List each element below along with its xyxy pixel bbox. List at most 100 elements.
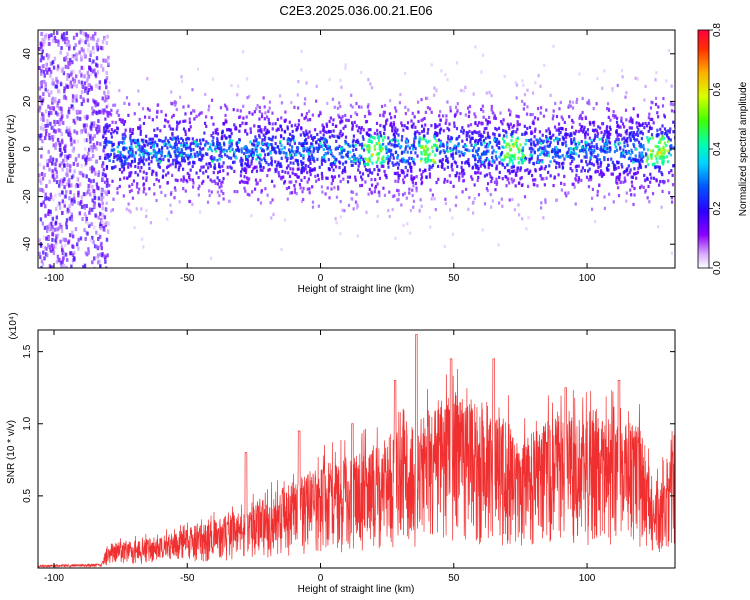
spectrogram-cell — [657, 105, 660, 109]
spectrogram-cell — [110, 140, 113, 145]
snr-x-tick-label: -100 — [44, 573, 64, 584]
spectrogram-cell — [607, 163, 610, 167]
spectrogram-cell — [462, 168, 465, 172]
spectrogram-cell — [51, 174, 54, 179]
spectrogram-cell — [259, 157, 262, 161]
spectrogram-cell — [592, 106, 595, 111]
spectrogram-cell — [361, 145, 364, 149]
spectrogram-cell — [606, 106, 609, 111]
spectrogram-cell — [185, 154, 188, 158]
spectrogram-cell — [487, 149, 490, 153]
spectrogram-cell — [649, 180, 652, 184]
spectrogram-cell — [219, 151, 222, 155]
spectrogram-cell — [316, 149, 319, 154]
spectrogram-cell — [139, 132, 142, 136]
spectrogram-cell — [43, 225, 47, 230]
spectrogram-cell — [66, 84, 69, 89]
spectrogram-cell — [390, 139, 393, 142]
spectrogram-cell — [217, 164, 221, 169]
spectrogram-cell — [320, 171, 324, 176]
spectrogram-cell — [295, 192, 298, 196]
spectrogram-cell — [360, 183, 364, 188]
spectrogram-cell — [456, 109, 459, 113]
spectrogram-cell — [392, 156, 395, 160]
spectrogram-cell — [634, 76, 637, 80]
spectrogram-cell — [308, 169, 312, 173]
spectrogram-cell — [89, 166, 92, 171]
spectrogram-cell — [428, 175, 432, 179]
spectrogram-cell — [182, 158, 185, 163]
spectrogram-cell — [297, 119, 301, 123]
spectrogram-cell — [205, 169, 208, 173]
spectrogram-cell — [297, 123, 300, 127]
spectrogram-cell — [135, 141, 138, 145]
spectrogram-cell — [668, 171, 671, 175]
spectrogram-cell — [103, 99, 106, 103]
spectrogram-cell — [64, 194, 67, 199]
spectrogram-cell — [431, 163, 435, 168]
spectrogram-cell — [580, 125, 584, 129]
spectrogram-cell — [81, 84, 84, 89]
spectrogram-cell — [532, 161, 535, 166]
spectrogram-cell — [328, 145, 332, 149]
spectrogram-cell — [406, 169, 409, 173]
spectrogram-cell — [52, 143, 55, 148]
spectrogram-cell — [395, 188, 399, 193]
spectrogram-cell — [106, 34, 109, 39]
spectrogram-cell — [640, 145, 643, 149]
spectrogram-cell — [94, 103, 97, 108]
spectrogram-cell — [310, 136, 314, 140]
spectrogram-cell — [62, 158, 65, 163]
spectrogram-cell — [354, 200, 358, 204]
spectrogram-cell — [544, 148, 547, 152]
spectrogram-cell — [636, 138, 639, 142]
spectrogram-cell — [107, 95, 110, 100]
spectrogram-cell — [444, 201, 448, 206]
spectrogram-cell — [112, 142, 115, 147]
spectrogram-cell — [96, 141, 99, 146]
spectrogram-cell — [264, 111, 267, 115]
spectrogram-cell — [488, 162, 491, 167]
spectrogram-cell — [267, 130, 271, 134]
spectrogram-cell — [422, 127, 426, 131]
spectrogram-cell — [227, 147, 231, 150]
spectrogram-cell — [54, 39, 57, 44]
spectrogram-cell — [141, 147, 145, 151]
spectrogram-cell — [510, 154, 513, 158]
spectrogram-cell — [210, 98, 214, 102]
spectrogram-cell — [375, 121, 379, 126]
spectrogram-cell — [628, 171, 631, 175]
spectrogram-cell — [356, 204, 360, 208]
spectrogram-cell — [619, 180, 622, 184]
spectrogram-cell — [156, 142, 159, 147]
spectrogram-cell — [208, 162, 211, 166]
spectrogram-cell — [308, 130, 311, 134]
spectrogram-cell — [109, 152, 112, 157]
spectrogram-cell — [107, 129, 110, 133]
spectrogram-cell — [129, 173, 132, 177]
spectrogram-cell — [545, 134, 548, 139]
spectrogram-cell — [426, 148, 429, 152]
spectrogram-cell — [142, 152, 145, 156]
spectrogram-cell — [74, 117, 78, 122]
spectrogram-cell — [201, 138, 204, 142]
spectrogram-cell — [286, 141, 289, 146]
spectrogram-cell — [128, 208, 131, 213]
spectrogram-cell — [160, 190, 163, 195]
spectrogram-cell — [481, 152, 484, 156]
spectrogram-cell — [240, 170, 243, 174]
spectrogram-cell — [98, 85, 101, 90]
spectrogram-cell — [345, 118, 348, 122]
spectrogram-cell — [411, 180, 415, 185]
spectrogram-cell — [204, 115, 208, 119]
spectrogram-cell — [614, 180, 618, 184]
spectrogram-cell — [43, 245, 47, 250]
spectrogram-cell — [66, 173, 69, 178]
spectrogram-cell — [376, 157, 380, 162]
spectrogram-cell — [236, 190, 239, 194]
spectrogram-cell — [581, 166, 584, 170]
spectrogram-cell — [62, 32, 66, 37]
spectrogram-cell — [185, 178, 188, 183]
spectrogram-cell — [116, 109, 119, 113]
spectrogram-cell — [533, 183, 536, 187]
